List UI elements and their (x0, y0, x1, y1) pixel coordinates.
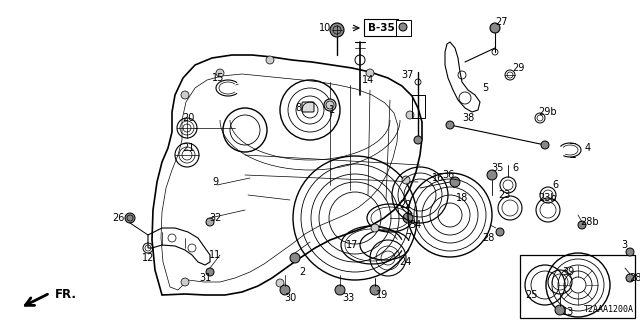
Text: FR.: FR. (55, 289, 77, 301)
Circle shape (399, 23, 407, 31)
Circle shape (125, 213, 135, 223)
Text: 7: 7 (405, 233, 411, 243)
Text: 38: 38 (462, 113, 474, 123)
Text: 27: 27 (496, 17, 508, 27)
Text: 4: 4 (585, 143, 591, 153)
FancyBboxPatch shape (364, 19, 398, 36)
Text: 39: 39 (562, 267, 574, 277)
Text: 28c: 28c (629, 273, 640, 283)
Text: 26: 26 (112, 213, 124, 223)
Text: 28b: 28b (580, 217, 599, 227)
Text: 29: 29 (512, 63, 524, 73)
Text: 2: 2 (299, 267, 305, 277)
Text: 20: 20 (182, 113, 194, 123)
Circle shape (324, 99, 336, 111)
Text: 17: 17 (346, 240, 358, 250)
Circle shape (371, 224, 379, 232)
Circle shape (406, 111, 414, 119)
Circle shape (290, 253, 300, 263)
Circle shape (280, 285, 290, 295)
Circle shape (216, 69, 224, 77)
Circle shape (490, 23, 500, 33)
Text: 19: 19 (376, 290, 388, 300)
Text: 28: 28 (482, 233, 494, 243)
Text: 11: 11 (209, 250, 221, 260)
Circle shape (403, 213, 413, 223)
Text: 25: 25 (525, 290, 538, 300)
Circle shape (370, 285, 380, 295)
Text: 24: 24 (399, 257, 411, 267)
Text: 36: 36 (442, 170, 454, 180)
Text: 12: 12 (142, 253, 154, 263)
Text: 8: 8 (295, 103, 301, 113)
Text: 32: 32 (209, 213, 221, 223)
Text: 35: 35 (492, 163, 504, 173)
Text: 10: 10 (319, 23, 331, 33)
Circle shape (626, 274, 634, 282)
Text: 31: 31 (199, 273, 211, 283)
Text: 37: 37 (402, 70, 414, 80)
Text: 30: 30 (284, 293, 296, 303)
Text: 5: 5 (482, 83, 488, 93)
Circle shape (206, 268, 214, 276)
Circle shape (446, 121, 454, 129)
Circle shape (496, 228, 504, 236)
Text: 6: 6 (552, 180, 558, 190)
FancyBboxPatch shape (302, 102, 314, 112)
Circle shape (487, 170, 497, 180)
Text: 15: 15 (212, 73, 224, 83)
Text: 6: 6 (512, 163, 518, 173)
Text: 16: 16 (432, 173, 444, 183)
Text: 29b: 29b (539, 107, 557, 117)
Text: 3: 3 (621, 240, 627, 250)
Circle shape (541, 141, 549, 149)
Text: T2AAA1200A: T2AAA1200A (584, 305, 634, 314)
Text: 23: 23 (498, 190, 510, 200)
Circle shape (181, 278, 189, 286)
Circle shape (206, 218, 214, 226)
Text: 18: 18 (456, 193, 468, 203)
Circle shape (276, 279, 284, 287)
Circle shape (555, 305, 565, 315)
Text: 34: 34 (409, 220, 421, 230)
Circle shape (266, 56, 274, 64)
Circle shape (330, 23, 344, 37)
FancyBboxPatch shape (396, 20, 410, 36)
Circle shape (402, 176, 410, 184)
Text: 9: 9 (212, 177, 218, 187)
Circle shape (181, 91, 189, 99)
Text: 23b: 23b (539, 193, 557, 203)
Text: 13: 13 (562, 307, 574, 317)
Text: 1: 1 (329, 105, 335, 115)
Circle shape (450, 177, 460, 187)
Text: 33: 33 (342, 293, 354, 303)
Text: 21: 21 (182, 143, 194, 153)
Circle shape (335, 285, 345, 295)
Text: B-35: B-35 (367, 23, 394, 33)
Circle shape (626, 248, 634, 256)
Circle shape (578, 221, 586, 229)
Text: 22: 22 (399, 200, 412, 210)
Circle shape (366, 69, 374, 77)
Circle shape (414, 136, 422, 144)
Text: 14: 14 (362, 75, 374, 85)
